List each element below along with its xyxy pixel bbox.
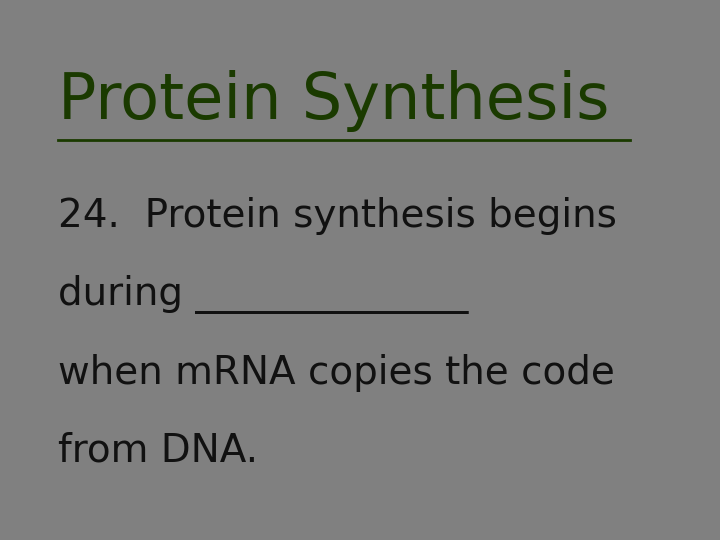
- Text: 24.  Protein synthesis begins: 24. Protein synthesis begins: [58, 197, 616, 235]
- Text: Protein Synthesis: Protein Synthesis: [58, 70, 609, 132]
- Text: from DNA.: from DNA.: [58, 432, 258, 470]
- Text: during ______________: during ______________: [58, 275, 468, 314]
- Text: when mRNA copies the code: when mRNA copies the code: [58, 354, 614, 391]
